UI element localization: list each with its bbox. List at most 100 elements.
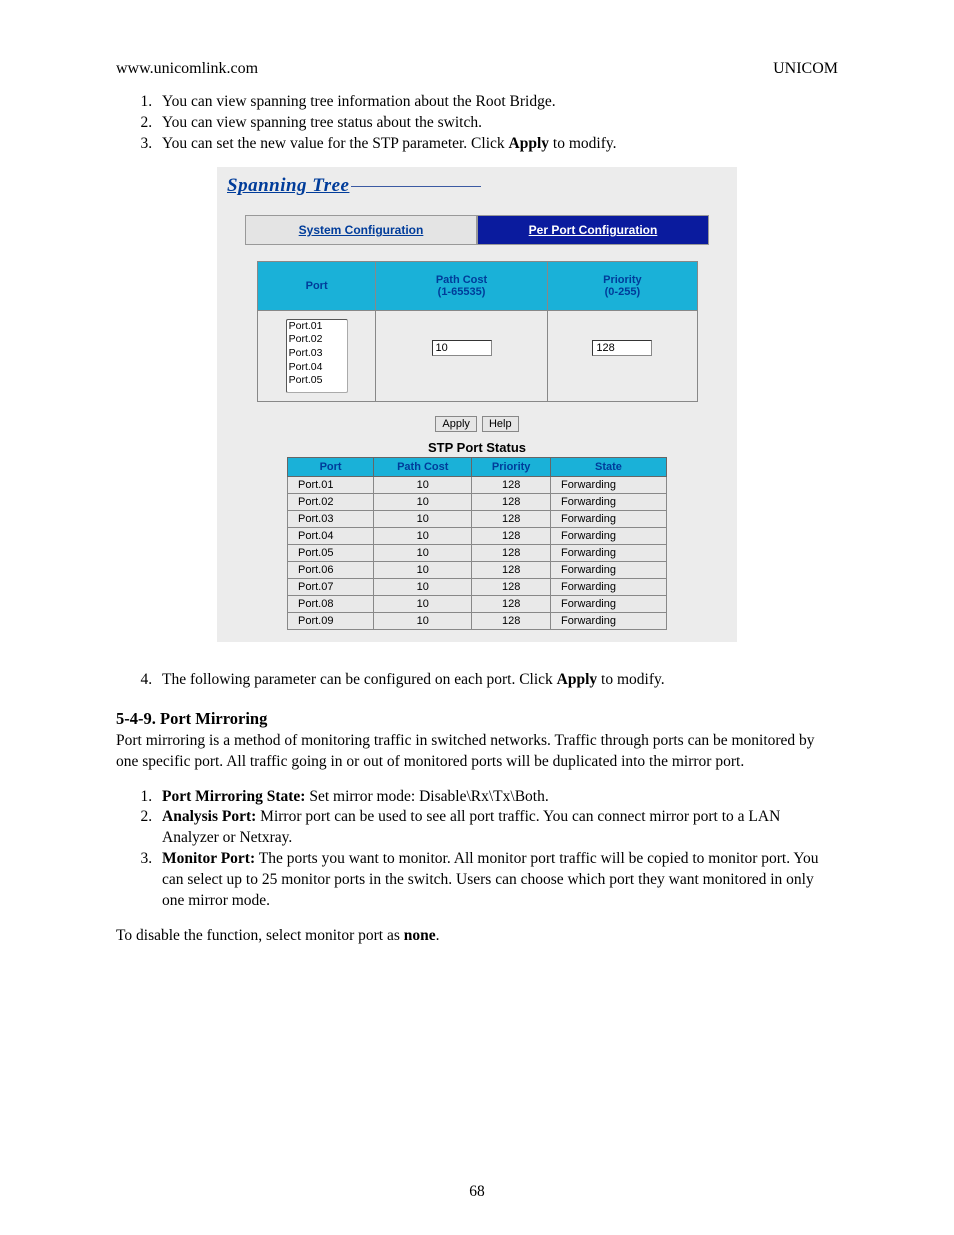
def-text: The ports you want to monitor. All monit… — [162, 850, 819, 909]
text-bold: Apply — [509, 135, 550, 152]
form-col-priority: Priority (0-255) — [547, 261, 698, 402]
table-row: Port.0210128Forwarding — [288, 493, 667, 510]
table-row: Port.0510128Forwarding — [288, 544, 667, 561]
cell-priority: 128 — [472, 527, 551, 544]
cell-state: Forwarding — [550, 612, 666, 629]
col-header-priority: Priority (0-255) — [548, 262, 697, 311]
cell-state: Forwarding — [550, 561, 666, 578]
tab-bar: System Configuration Per Port Configurat… — [245, 215, 709, 245]
cell-state: Forwarding — [550, 493, 666, 510]
cell-path-cost: 10 — [374, 493, 472, 510]
cell-priority: 128 — [472, 476, 551, 493]
port-option[interactable]: Port.03 — [287, 347, 347, 361]
cell-path-cost: 10 — [374, 578, 472, 595]
cell-port: Port.05 — [288, 544, 374, 561]
text-bold: Apply — [557, 671, 598, 688]
form-col-port: Port Port.01Port.02Port.03Port.04Port.05 — [257, 261, 376, 402]
help-button[interactable]: Help — [482, 416, 519, 432]
cell-port: Port.04 — [288, 527, 374, 544]
table-row: Port.0910128Forwarding — [288, 612, 667, 629]
cell-port: Port.02 — [288, 493, 374, 510]
cell-path-cost: 10 — [374, 544, 472, 561]
text-bold: none — [404, 927, 436, 944]
para4-list: The following parameter can be configure… — [116, 670, 838, 691]
list-item: You can set the new value for the STP pa… — [156, 134, 838, 155]
cell-path-cost: 10 — [374, 527, 472, 544]
table-row: Port.0610128Forwarding — [288, 561, 667, 578]
table-row: Port.0110128Forwarding — [288, 476, 667, 493]
cell-priority: 128 — [472, 544, 551, 561]
section-footer: To disable the function, select monitor … — [116, 926, 838, 947]
panel-title-text: Spanning Tree — [227, 175, 349, 196]
cell-state: Forwarding — [550, 510, 666, 527]
page-header: www.unicomlink.com UNICOM — [116, 60, 838, 78]
port-option[interactable]: Port.01 — [287, 320, 347, 334]
page-number: 68 — [0, 1183, 954, 1201]
section-heading: 5-4-9. Port Mirroring — [116, 709, 838, 729]
list-item: Monitor Port: The ports you want to moni… — [156, 849, 838, 912]
cell-port: Port.08 — [288, 595, 374, 612]
port-option[interactable]: Port.02 — [287, 333, 347, 347]
text: The following parameter can be configure… — [162, 671, 557, 688]
stp-status-title: STP Port Status — [217, 440, 737, 455]
tab-per-port-configuration[interactable]: Per Port Configuration — [477, 215, 709, 245]
cell-priority: 128 — [472, 578, 551, 595]
priority-input[interactable] — [592, 340, 652, 356]
section-body: Port mirroring is a method of monitoring… — [116, 731, 838, 773]
text: . — [436, 927, 440, 944]
list-item: You can view spanning tree status about … — [156, 113, 838, 134]
port-option[interactable]: Port.05 — [287, 374, 347, 388]
cell-state: Forwarding — [550, 476, 666, 493]
cell-priority: 128 — [472, 561, 551, 578]
text: To disable the function, select monitor … — [116, 927, 404, 944]
table-row: Port.0410128Forwarding — [288, 527, 667, 544]
cell-port: Port.07 — [288, 578, 374, 595]
spanning-tree-panel: Spanning Tree System Configuration Per P… — [217, 167, 737, 642]
def-text: Set mirror mode: Disable\Rx\Tx\Both. — [305, 788, 548, 805]
title-rule — [351, 186, 481, 187]
cell-path-cost: 10 — [374, 510, 472, 527]
th-priority: Priority — [472, 457, 551, 476]
col-header-port: Port — [258, 262, 375, 311]
th-port: Port — [288, 457, 374, 476]
intro-ordered-list: You can view spanning tree information a… — [116, 92, 838, 155]
cell-state: Forwarding — [550, 527, 666, 544]
defs-list: Port Mirroring State: Set mirror mode: D… — [116, 787, 838, 913]
cell-path-cost: 10 — [374, 476, 472, 493]
cell-priority: 128 — [472, 595, 551, 612]
th-state: State — [550, 457, 666, 476]
header-left: www.unicomlink.com — [116, 60, 258, 78]
cell-state: Forwarding — [550, 595, 666, 612]
tab-system-configuration[interactable]: System Configuration — [245, 215, 477, 245]
term: Port Mirroring State: — [162, 788, 305, 805]
cell-priority: 128 — [472, 493, 551, 510]
button-row: Apply Help — [217, 416, 737, 432]
col-header-path-cost: Path Cost (1-65535) — [376, 262, 547, 311]
path-cost-input[interactable] — [432, 340, 492, 356]
table-row: Port.0310128Forwarding — [288, 510, 667, 527]
list-item: Port Mirroring State: Set mirror mode: D… — [156, 787, 838, 808]
th-path-cost: Path Cost — [374, 457, 472, 476]
list-item: The following parameter can be configure… — [156, 670, 838, 691]
table-row: Port.0810128Forwarding — [288, 595, 667, 612]
cell-port: Port.03 — [288, 510, 374, 527]
cell-port: Port.09 — [288, 612, 374, 629]
cell-state: Forwarding — [550, 544, 666, 561]
term: Analysis Port: — [162, 808, 256, 825]
cell-priority: 128 — [472, 510, 551, 527]
cell-port: Port.01 — [288, 476, 374, 493]
cell-path-cost: 10 — [374, 561, 472, 578]
cell-path-cost: 10 — [374, 595, 472, 612]
port-select[interactable]: Port.01Port.02Port.03Port.04Port.05 — [286, 319, 348, 393]
stp-status-table: Port Path Cost Priority State Port.01101… — [287, 457, 667, 630]
apply-button[interactable]: Apply — [435, 416, 477, 432]
cell-state: Forwarding — [550, 578, 666, 595]
list-item: Analysis Port: Mirror port can be used t… — [156, 807, 838, 849]
port-option[interactable]: Port.04 — [287, 361, 347, 375]
term: Monitor Port: — [162, 850, 255, 867]
config-form-row: Port Port.01Port.02Port.03Port.04Port.05… — [257, 261, 697, 402]
text: to modify. — [597, 671, 664, 688]
cell-path-cost: 10 — [374, 612, 472, 629]
cell-port: Port.06 — [288, 561, 374, 578]
list-item: You can view spanning tree information a… — [156, 92, 838, 113]
